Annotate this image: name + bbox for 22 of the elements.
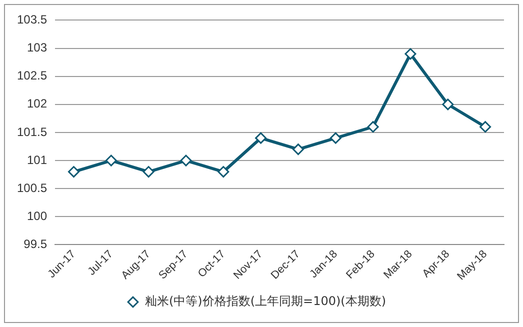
y-tick-label: 101.5 — [17, 124, 48, 139]
y-tick-label: 100 — [27, 208, 48, 223]
y-tick-label: 102.5 — [17, 68, 48, 83]
point — [180, 154, 192, 166]
point — [367, 121, 379, 133]
y-tick-label: 100.5 — [17, 180, 48, 195]
legend-label: 籼米(中等)价格指数(上年同期=100)(本期数) — [144, 294, 386, 308]
point — [255, 132, 267, 144]
y-tick-label: 103.5 — [17, 12, 48, 27]
point — [105, 154, 117, 166]
point — [68, 166, 80, 178]
point — [142, 166, 154, 178]
point — [404, 48, 416, 60]
point — [480, 121, 492, 133]
point — [330, 132, 342, 144]
y-tick-label: 102 — [27, 96, 48, 111]
y-tick-label: 101 — [27, 152, 48, 167]
y-tick-label: 99.5 — [24, 237, 48, 252]
point — [292, 144, 304, 156]
y-tick-label: 103 — [27, 40, 48, 55]
point — [442, 98, 454, 110]
point — [218, 166, 230, 178]
